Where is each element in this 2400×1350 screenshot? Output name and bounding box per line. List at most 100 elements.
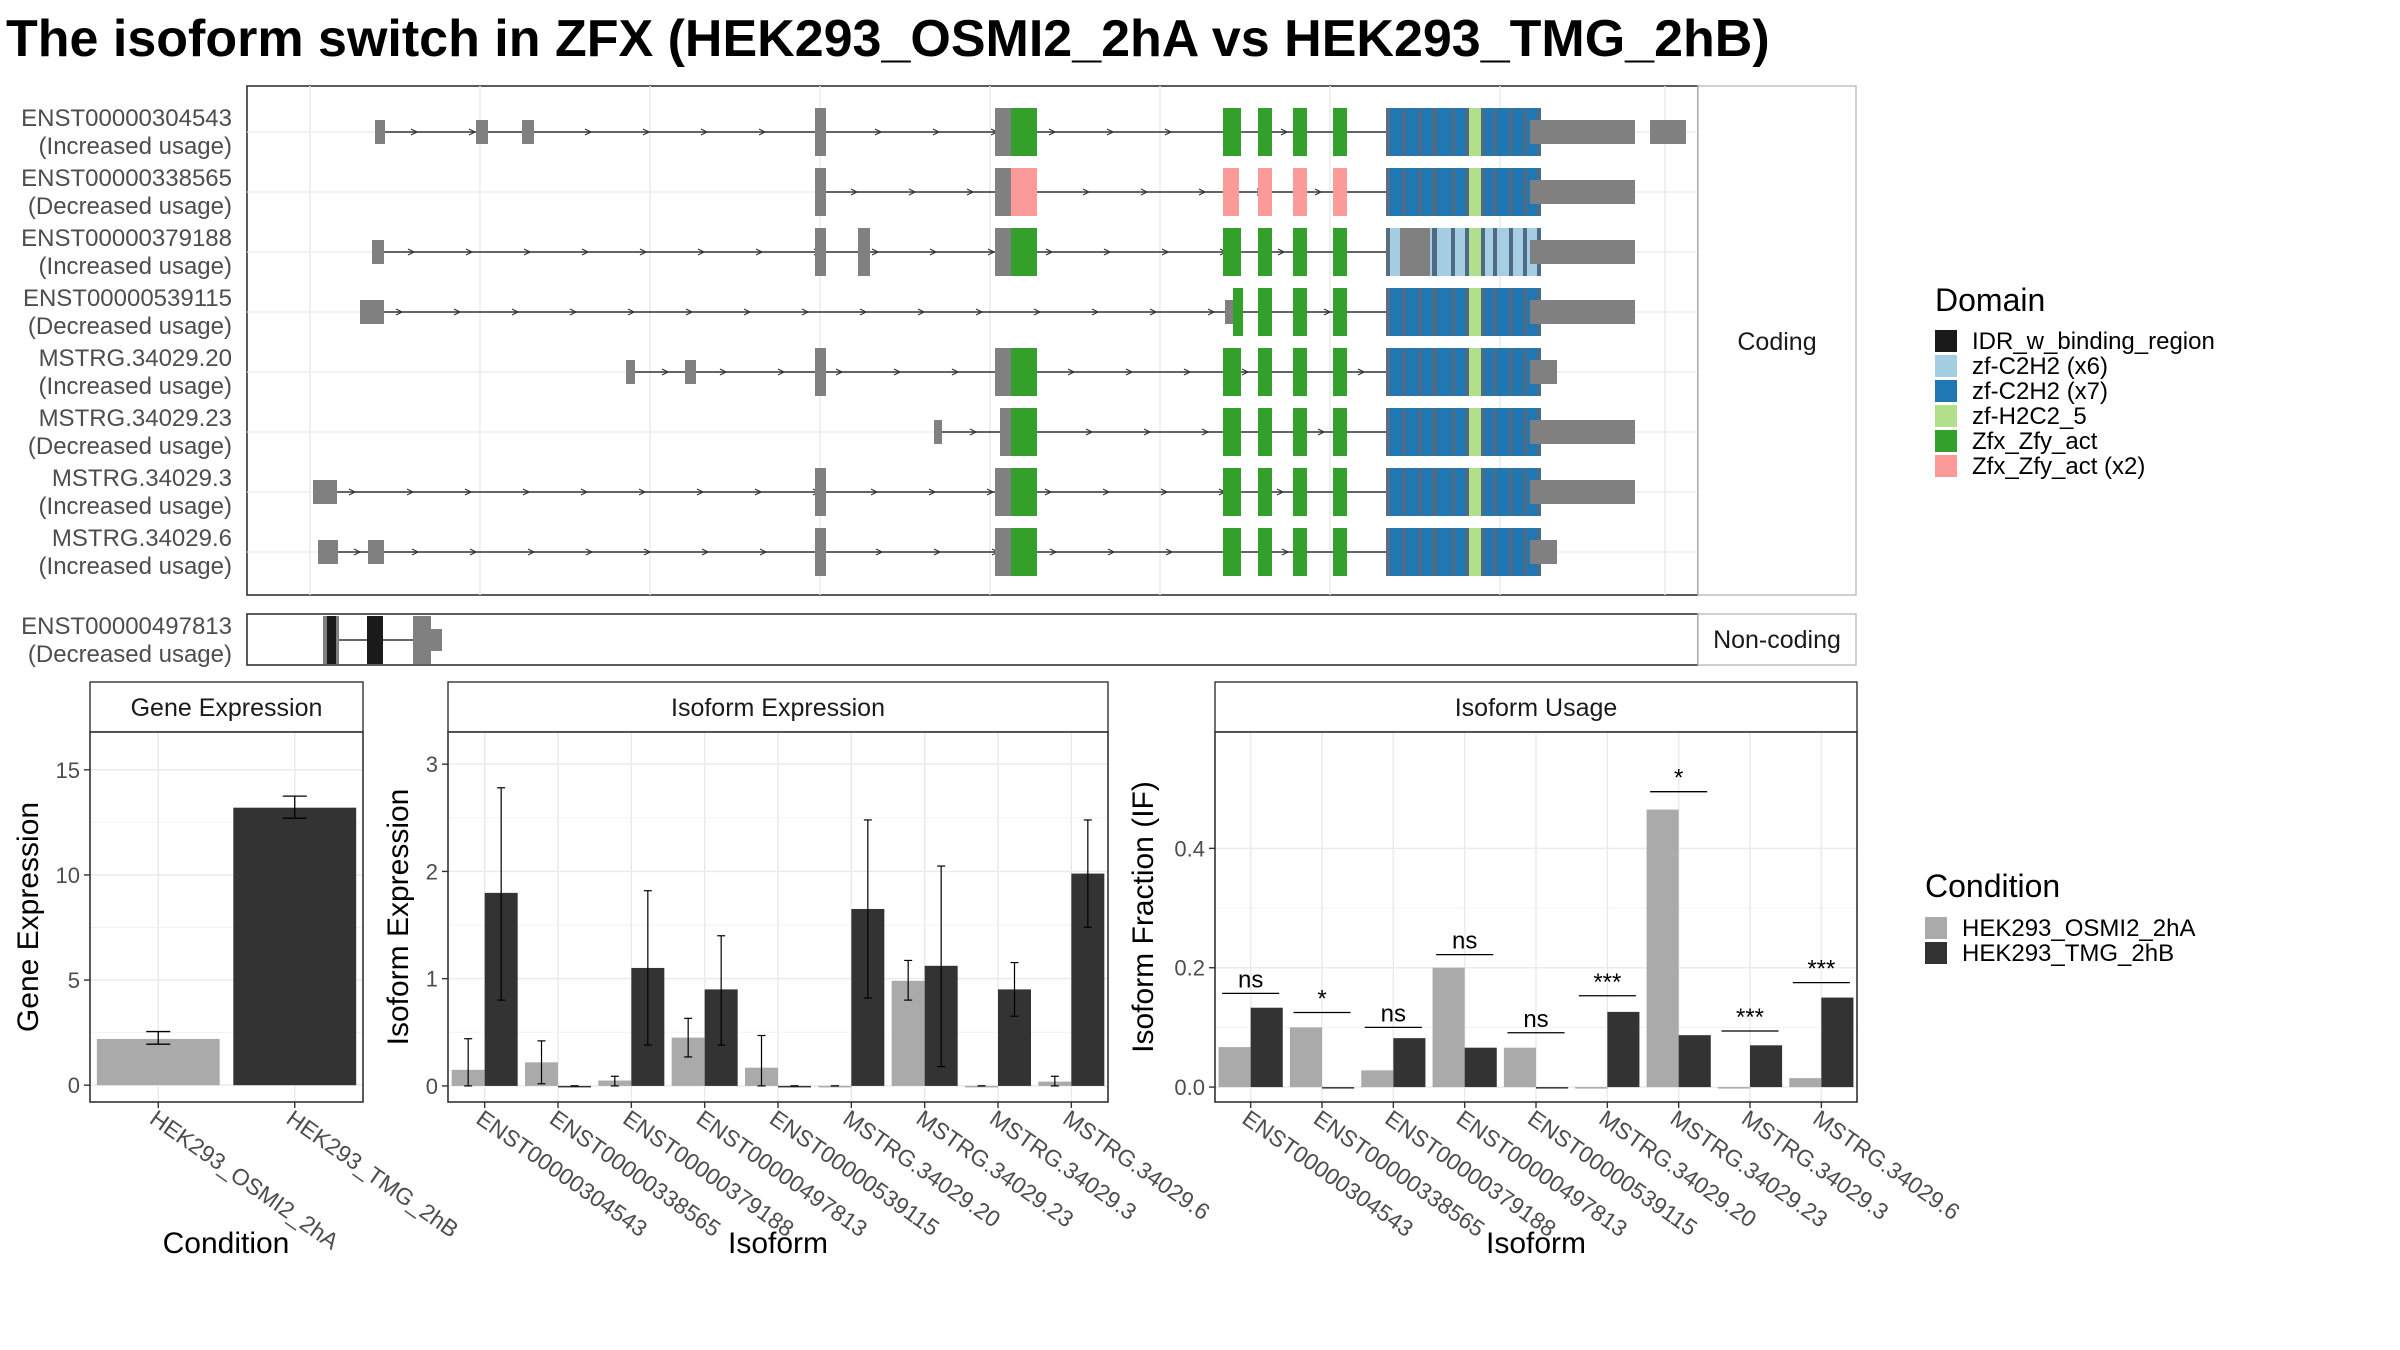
domain-block [1422,468,1432,516]
strand-arrow [1103,248,1112,256]
noncoding-panel-frame [246,613,1699,666]
strand-arrow [758,128,767,136]
strand-arrow [638,488,647,496]
strand-arrow [1085,428,1094,436]
y-tick-label: 0.0 [1174,1075,1205,1100]
transcript-usage-label: (Increased usage) [39,553,232,580]
domain-block [1513,468,1523,516]
exon [375,120,385,144]
strand-arrow [1323,308,1332,316]
figure-title: The isoform switch in ZFX (HEK293_OSMI2_… [6,10,1770,68]
strand-arrow [522,488,531,496]
transcript-track-3 [360,288,1635,336]
domain-block [1481,108,1485,156]
domain-block [1469,348,1481,396]
domain-block [1406,288,1418,336]
significance-label: ns [1238,966,1263,993]
strand-arrow [1091,308,1100,316]
domain-block [1293,108,1307,156]
domain-block [1493,228,1497,276]
exon [934,420,942,444]
domain-block [1513,228,1523,276]
bar [233,807,357,1086]
domain-block [1455,348,1465,396]
transcript-track-6 [313,468,1635,516]
exon [368,540,384,564]
domain-block [1485,528,1493,576]
strand-arrow [523,248,532,256]
domain-block [1481,468,1485,516]
strand-arrow [1107,548,1116,556]
bar [1289,1027,1322,1088]
domain-block [1223,168,1239,216]
exon [995,528,1011,576]
exon [1400,228,1430,276]
y-tick-label: 3 [426,752,438,777]
domain-block [1481,348,1485,396]
strand-arrow [893,368,902,376]
significance-label: ns [1452,928,1477,955]
domain-block [1509,288,1513,336]
exon [476,120,488,144]
domain-block [1523,288,1527,336]
strand-arrow [1102,488,1111,496]
domain-block [1390,108,1402,156]
domain-block [1406,168,1418,216]
coding-panel-frame [246,85,1699,596]
strand-arrow [1067,368,1076,376]
domain-block [1481,408,1485,456]
domain-block [1293,228,1307,276]
legend-swatch [1935,330,1957,352]
domain-block [367,616,383,664]
domain-block [1523,168,1527,216]
exon [522,120,534,144]
exon [1530,300,1635,324]
strand-arrow [411,548,420,556]
isoform-expression-chart: Isoform Expression0123ENST00000304543ENS… [382,681,1215,1260]
strand-arrow [777,368,786,376]
strand-arrow [348,488,357,496]
domain-block [1293,468,1307,516]
domain-block [1223,408,1241,456]
exon [995,468,1011,516]
legend-swatch [1935,380,1957,402]
domain-block [1523,528,1527,576]
exon [995,168,1011,216]
transcript-usage-label: (Decreased usage) [28,313,232,340]
domain-block [1481,288,1485,336]
y-tick-label: 0 [68,1073,80,1098]
strand-arrow [987,248,996,256]
strand-arrow [1201,428,1210,436]
strand-arrow [951,368,960,376]
domain-block [1523,108,1527,156]
domain-block [1523,348,1527,396]
domain-block [1233,288,1243,336]
domain-block [1390,288,1402,336]
significance-label: ns [1381,1000,1406,1027]
significance-label: * [1317,985,1326,1012]
domain-block [1293,408,1307,456]
exon [1530,420,1635,444]
exon [372,240,384,264]
strand-arrow [1164,128,1173,136]
strand-arrow [468,128,477,136]
domain-block [1523,408,1527,456]
strand-arrow [933,548,942,556]
strand-arrow [1045,248,1054,256]
domain-block [1390,408,1402,456]
exon [995,348,1011,396]
domain-block [1455,468,1465,516]
transcript-id-label: ENST00000379188 [21,225,232,252]
strand-arrow [685,308,694,316]
domain-block [1293,528,1307,576]
domain-block [1469,228,1481,276]
strand-arrow [1357,368,1366,376]
noncoding-strip-label: Non-coding [1713,626,1841,654]
domain-block [1432,228,1437,276]
exon [318,540,338,564]
exon [1530,480,1635,504]
domain-block [1258,168,1272,216]
domain-block [1465,288,1469,336]
domain-block [1333,528,1347,576]
